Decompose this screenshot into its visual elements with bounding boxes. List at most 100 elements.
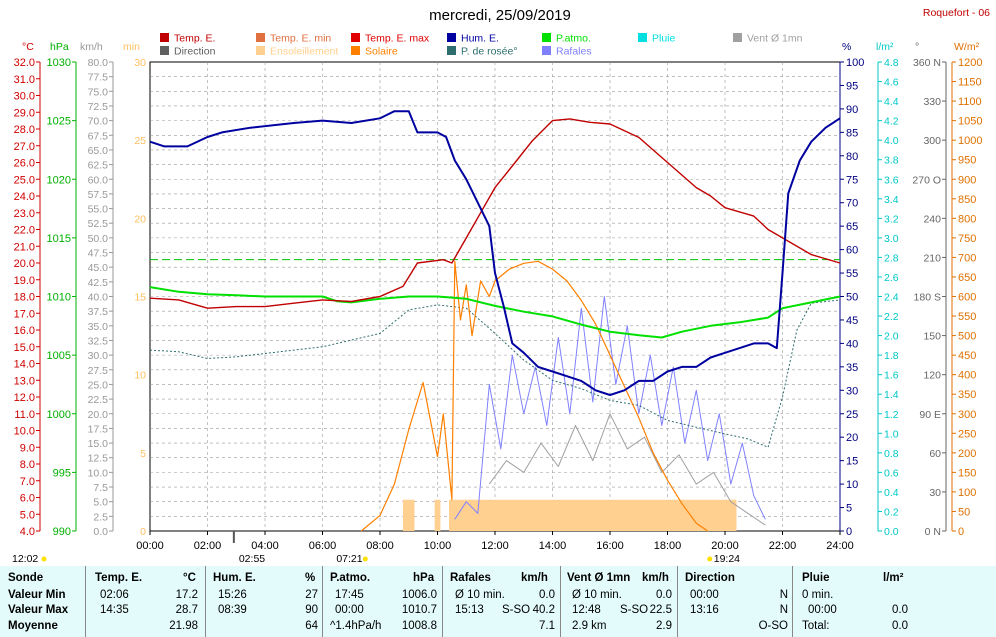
stats-min-patm-time: 17:45 [335,589,364,601]
stats-max-pluie-time: 00:00 [808,604,837,616]
axis-wind-label: 37.5 [88,306,109,318]
stats-max-temp-value: 28.7 [175,604,198,616]
axis-wind-label: 35.0 [88,321,109,333]
stats-header-patm-unit: hPa [413,572,435,584]
axis-rain-label: 2.4 [884,292,899,304]
axis-dir-label: 150 [923,331,941,343]
stats-header-direction: Direction [685,572,735,584]
stats-max-dir-time: 13:16 [690,604,719,616]
axis-temp-label: 4.0 [20,526,35,538]
axis-rain-label: 1.6 [884,370,899,382]
stats-max-rafales-dir: S-SO [502,604,531,616]
stats-min-hum-value: 27 [305,589,318,601]
stats-header-vent-unit: km/h [642,572,669,584]
stats-header-sonde: Sonde [8,572,44,584]
dawn-time: 02:55 [239,553,265,565]
axis-temp-label: 19.0 [14,275,35,287]
legend-swatch [447,33,456,42]
stats-row-max-label: Valeur Max [8,604,69,616]
axis-hum-label: 100 [846,57,864,69]
legend-swatch [160,46,169,55]
stats-table: Sonde Temp. E. °C Hum. E. % P.atmo. hPa … [0,566,996,637]
axis-wind-label: 52.5 [88,218,109,230]
sunshine-bar [403,499,415,531]
stats-mean-vent-distance: 2.9 km [572,620,607,632]
stats-header-rafales: Rafales [450,572,491,584]
axis-dir-label: 60 [929,448,941,460]
axis-solar-label: 450 [958,350,976,362]
axis-hum-label: 55 [846,268,858,280]
axis-wind-label: 0.0 [93,526,108,538]
axis-rain-label: 3.8 [884,155,899,167]
legend-swatch [256,46,265,55]
axis-rain-label: 1.4 [884,389,899,401]
axis-wind-label: 80.0 [88,57,109,69]
legend-label: Pluie [652,33,676,45]
stats-min-dir-value: N [779,589,788,601]
stats-min-hum-time: 15:26 [218,589,247,601]
axis-hum-label: 5 [846,503,852,515]
stats-header-pluie-unit: l/m² [883,572,904,584]
stats-min-vent-value: 0.0 [656,589,672,601]
sunshine-bar [434,499,441,531]
axis-solar-label: 600 [958,292,976,304]
stats-mean-patm-trend: ^1.4hPa/h [330,620,382,632]
axis-solar-label: 1100 [958,96,982,108]
legend-label: Rafales [556,46,592,58]
axis-temp-label: 25.0 [14,174,35,186]
legend-label: Temp. E. [174,33,215,45]
axis-wind-label: 2.5 [93,511,108,523]
axis-solar-label: 300 [958,409,976,421]
legend-label: Ensoleillement [270,46,338,58]
axis-rain-label: 3.4 [884,194,899,206]
axis-temp-label: 30.0 [14,91,35,103]
sunset-time: 19:24 [714,553,740,565]
axis-rain-label: 0.6 [884,467,899,479]
axis-solar-label: 400 [958,370,976,382]
x-tick-label: 10:00 [424,540,452,552]
legend-label: Temp. E. max [365,33,430,45]
x-tick-label: 14:00 [539,540,567,552]
station-name: Roquefort - 06 [923,7,990,19]
axis-unit-solar: W/m² [954,41,980,53]
axis-solar-label: 850 [958,194,976,206]
legend-label: Solaire [365,46,398,58]
axis-solar-label: 150 [958,467,976,479]
axis-pressure-label: 1030 [47,57,71,69]
stats-min-patm-value: 1006.0 [401,589,437,601]
legend-swatch [733,33,742,42]
axis-temp-label: 5.0 [20,509,35,521]
stats-mean-rafales-value: 7.1 [539,620,555,632]
axis-temp-label: 21.0 [14,241,35,253]
axis-temp-label: 27.0 [14,141,35,153]
axis-wind-label: 17.5 [88,423,109,435]
sunrise-time: 07:21 [336,553,362,565]
stats-max-pluie-value: 0.0 [892,604,908,616]
noon-time: 12:02 [12,553,38,565]
x-tick-label: 04:00 [251,540,279,552]
stats-max-temp-time: 14:35 [100,604,129,616]
x-tick-label: 22:00 [769,540,797,552]
legend-swatch [542,33,551,42]
series-hum-e- [149,110,841,396]
axis-temp-label: 28.0 [14,124,35,136]
axis-temp-label: 14.0 [14,359,35,371]
axis-solar-label: 750 [958,233,976,245]
axis-temp-label: 18.0 [14,292,35,304]
x-tick-label: 20:00 [711,540,739,552]
legend-swatch [256,33,265,42]
axis-rain-label: 1.2 [884,409,899,421]
axis-hum-label: 20 [846,432,858,444]
stats-max-hum-value: 90 [305,604,318,616]
axis-hum-label: 50 [846,292,858,304]
legend-swatch [542,46,551,55]
axis-sun-label: 30 [134,57,146,69]
axis-wind-label: 65.0 [88,145,109,157]
axis-hum-label: 65 [846,221,858,233]
axis-solar-label: 900 [958,174,976,186]
axis-wind-label: 55.0 [88,204,109,216]
axis-temp-label: 29.0 [14,107,35,119]
stats-header-temp-unit: °C [183,572,196,584]
axis-hum-label: 90 [846,104,858,116]
axis-rain-label: 0.2 [884,506,899,518]
